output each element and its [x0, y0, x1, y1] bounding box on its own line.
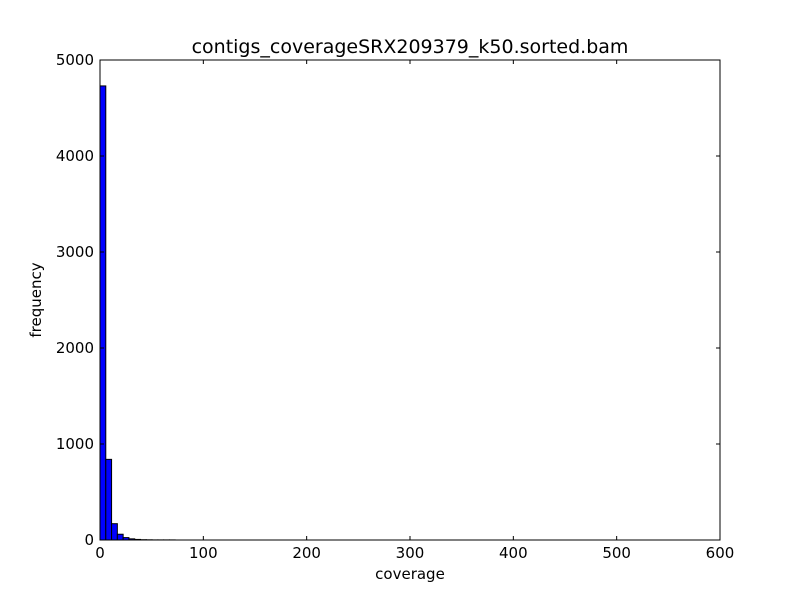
- y-tick-label: 5000: [56, 51, 94, 69]
- x-tick-label: 600: [706, 544, 735, 562]
- x-tick-label: 500: [602, 544, 631, 562]
- histogram-bar: [105, 458, 113, 541]
- y-tick-label: 3000: [56, 243, 94, 261]
- histogram-bar: [111, 523, 118, 541]
- x-tick-label: 0: [95, 544, 105, 562]
- x-tick-label: 400: [499, 544, 528, 562]
- y-tick-label: 1000: [56, 435, 94, 453]
- x-tick-label: 300: [396, 544, 425, 562]
- y-axis-label: frequency: [27, 262, 45, 337]
- plot-frame: [99, 59, 721, 541]
- histogram-bars: [99, 85, 176, 541]
- y-tick-label: 4000: [56, 147, 94, 165]
- y-tick-label: 0: [84, 531, 94, 549]
- chart-title: contigs_coverageSRX209379_k50.sorted.bam: [192, 36, 629, 58]
- y-tick-label: 2000: [56, 339, 94, 357]
- x-axis-label: coverage: [375, 565, 445, 583]
- histogram-bar: [99, 85, 107, 541]
- x-tick-label: 100: [189, 544, 218, 562]
- x-tick-label: 200: [292, 544, 321, 562]
- axis-ticks: 0 100 200 300 400 500 600 0 1000 2000 3000 4000 5000: [56, 51, 735, 562]
- histogram-bar: [116, 533, 124, 541]
